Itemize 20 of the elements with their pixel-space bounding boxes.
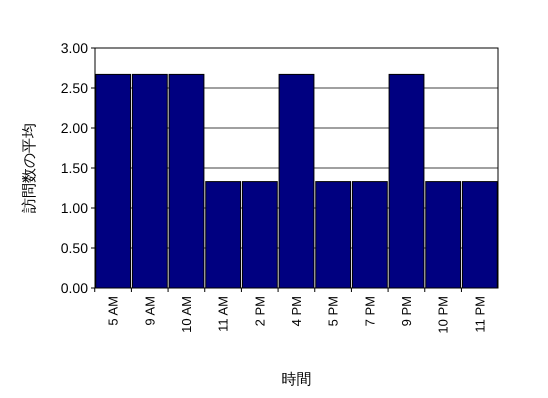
y-tick-label: 2.00: [60, 120, 88, 136]
x-tick-label: 11 PM: [472, 296, 488, 333]
x-tick-label: 5 PM: [326, 296, 341, 326]
y-tick-label: 2.50: [60, 80, 88, 96]
y-tick-label: 1.00: [60, 200, 88, 216]
x-tick-label: 11 AM: [216, 296, 231, 332]
y-tick-label: 1.50: [60, 160, 88, 176]
x-tick-label: 9 AM: [142, 296, 158, 326]
y-tick-label: 0.00: [60, 280, 88, 296]
y-axis-title: 訪問数の平均: [21, 123, 38, 213]
x-tick-label: 4 PM: [289, 296, 304, 326]
x-tick-label: 9 PM: [399, 296, 414, 326]
y-tick-label: 0.50: [60, 240, 88, 256]
x-axis-title: 時間: [282, 371, 312, 388]
x-tick-label: 7 PM: [362, 296, 378, 326]
x-tick-label: 10 PM: [436, 296, 451, 334]
x-tick-label: 2 PM: [252, 296, 268, 326]
y-tick-label: 3.00: [60, 40, 88, 56]
x-tick-label: 5 AM: [106, 296, 121, 326]
x-tick-label: 10 AM: [179, 296, 194, 333]
